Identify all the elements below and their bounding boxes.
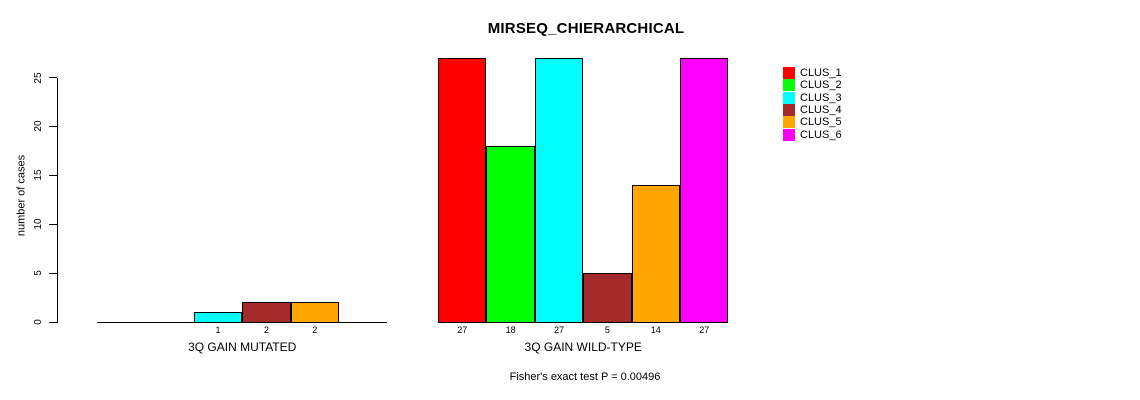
y-axis-tick: [49, 272, 57, 274]
bar-clus_4: [583, 273, 632, 323]
y-axis-tick-label: 25: [33, 71, 44, 84]
legend-swatch-clus_5: [783, 116, 795, 129]
y-axis-tick-label: 20: [33, 120, 44, 132]
bar-clus_6: [680, 58, 729, 323]
y-axis-tick-label: 5: [33, 270, 44, 276]
legend-label-clus_1: CLUS_1: [800, 67, 842, 79]
legend-swatch-clus_6: [783, 128, 795, 141]
bar-clus_1: [438, 58, 487, 323]
legend-label-clus_2: CLUS_2: [800, 79, 842, 92]
legend-swatch-clus_1: [783, 67, 795, 79]
bar-value-label: 18: [505, 325, 516, 335]
chart-title: MIRSEQ_CHIERARCHICAL: [487, 20, 685, 37]
bar-value-label: 27: [553, 325, 564, 335]
bar-value-label: 2: [312, 325, 318, 335]
bar-clus_4: [242, 302, 291, 323]
y-axis-tick: [49, 223, 57, 225]
bar-clus_3: [193, 312, 243, 323]
y-axis-tick: [49, 77, 57, 79]
legend-label-clus_5: CLUS_5: [800, 116, 842, 129]
y-axis-tick: [49, 125, 57, 127]
bar-value-label: 2: [263, 325, 269, 335]
y-axis-tick-label: 0: [33, 319, 44, 325]
y-axis-tick: [49, 321, 57, 323]
bar-clus_3: [534, 58, 584, 323]
bar-value-label: 5: [604, 325, 610, 335]
bar-value-label: 1: [215, 325, 221, 335]
bar-value-label: 27: [699, 325, 710, 335]
y-axis-tick-label: 15: [33, 169, 44, 181]
bar-value-label: 27: [457, 325, 468, 335]
y-axis-tick: [49, 174, 57, 176]
legend-swatch-clus_3: [783, 91, 795, 104]
y-axis-tick-label: 10: [33, 218, 44, 230]
group-label-mutated: 3Q GAIN MUTATED: [188, 340, 297, 354]
legend-swatch-clus_4: [783, 103, 795, 116]
bar-clus_5: [290, 302, 339, 323]
group-label-wild-type: 3Q GAIN WILD-TYPE: [524, 340, 642, 354]
legend-label-clus_3: CLUS_3: [800, 91, 842, 104]
y-axis-line: [57, 77, 58, 323]
legend-label-clus_4: CLUS_4: [800, 103, 842, 116]
bar-value-label: 14: [650, 325, 661, 335]
legend-swatch-clus_2: [783, 79, 795, 92]
bar-clus_5: [631, 185, 680, 323]
bar-clus_2: [486, 146, 535, 323]
y-axis-label: number of cases: [15, 154, 28, 237]
legend-label-clus_6: CLUS_6: [800, 128, 842, 141]
footnote-pvalue: Fisher's exact test P = 0.00496: [509, 371, 661, 383]
